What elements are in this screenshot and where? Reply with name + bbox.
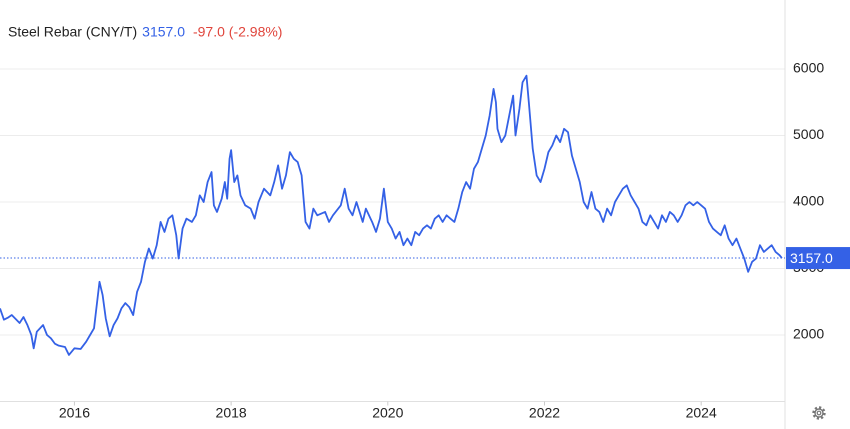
price-change: -97.0 (-2.98%) bbox=[193, 24, 282, 40]
y-tick-label: 5000 bbox=[793, 126, 824, 142]
last-price-badge-label: 3157.0 bbox=[790, 250, 833, 266]
chart-title: Steel Rebar (CNY/T) bbox=[8, 24, 137, 40]
price-line bbox=[0, 74, 783, 356]
last-price: 3157.0 bbox=[142, 24, 185, 40]
y-tick-label: 2000 bbox=[793, 326, 824, 342]
last-price-badge bbox=[786, 247, 850, 270]
x-tick-label: 2020 bbox=[372, 405, 403, 421]
x-tick-label: 2024 bbox=[686, 405, 717, 421]
x-tick-label: 2022 bbox=[529, 405, 560, 421]
x-tick-label: 2018 bbox=[216, 405, 247, 421]
settings-icon[interactable] bbox=[812, 406, 826, 420]
x-tick-label: 2016 bbox=[59, 405, 90, 421]
plot-area bbox=[0, 68, 785, 356]
y-tick-label: 6000 bbox=[793, 60, 824, 76]
y-tick-label: 4000 bbox=[793, 193, 824, 209]
